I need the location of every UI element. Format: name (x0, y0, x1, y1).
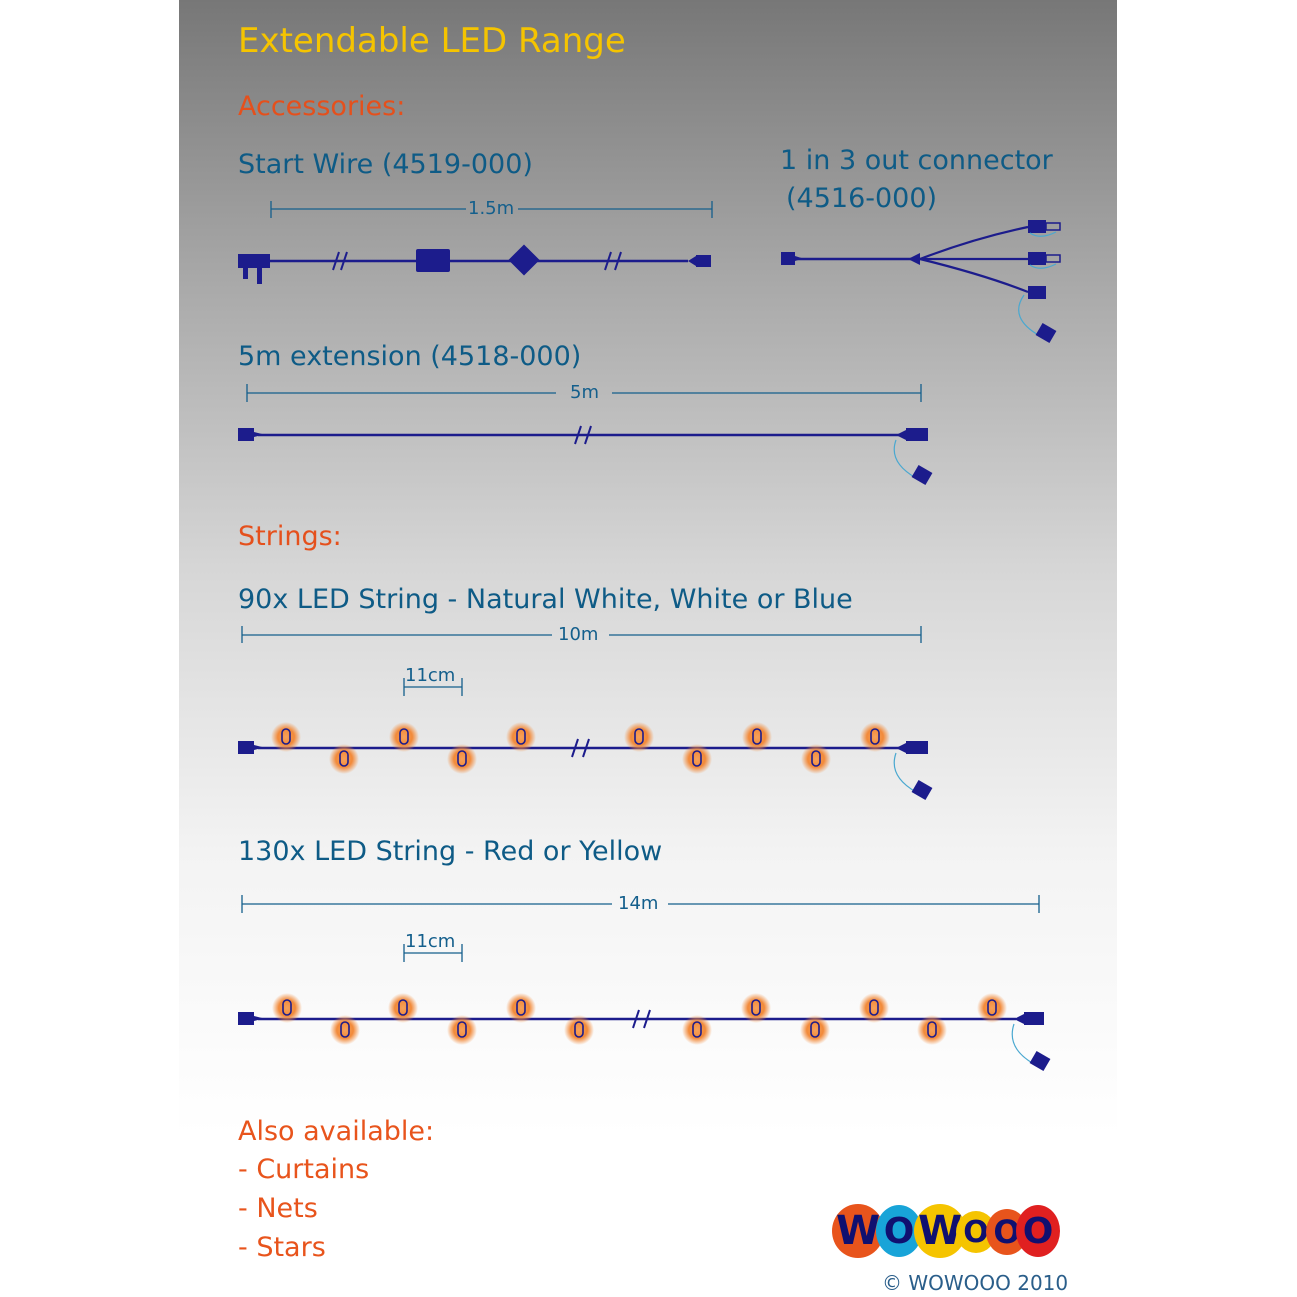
background-panel (179, 0, 1117, 1135)
logo-letter: O (876, 1205, 922, 1257)
output-socket-icon (1028, 220, 1061, 299)
logo-letter: W (832, 1204, 884, 1258)
end-cap-icon (1035, 322, 1057, 344)
led-bulb (388, 993, 418, 1023)
connector-name-line2: (4516-000) (786, 183, 938, 214)
led-bulb (564, 1015, 594, 1045)
controller-diamond (508, 244, 540, 276)
start-wire-length: 1.5m (468, 198, 515, 219)
led-bulb (860, 722, 890, 752)
string-90-spacing: 11cm (405, 665, 456, 686)
led-bulb (682, 1015, 712, 1045)
led-bulb (800, 1015, 830, 1045)
led-bulb (506, 722, 536, 752)
led-bulb (801, 744, 831, 774)
start-wire-dimension (270, 201, 713, 218)
start-wire (238, 244, 711, 284)
also-available-heading: Also available: (238, 1116, 435, 1147)
end-cap-icon (1029, 1050, 1051, 1072)
led-bulb (329, 744, 359, 774)
extension-length: 5m (570, 382, 599, 403)
led-bulb (624, 722, 654, 752)
led-bulb (506, 993, 536, 1023)
string-130 (238, 993, 1051, 1072)
string-130-dimension (241, 895, 1040, 962)
led-bulbs (271, 722, 890, 774)
led-bulb (272, 993, 302, 1023)
copyright-text: © WOWOOO 2010 (882, 1271, 1069, 1295)
cable-break-mark (332, 251, 348, 271)
string-90 (238, 722, 933, 801)
page-title: Extendable LED Range (238, 21, 626, 61)
string-130-length: 14m (618, 893, 659, 914)
extension-dimension (246, 384, 922, 402)
also-available-item: - Stars (238, 1232, 326, 1263)
end-cap-icon (911, 464, 933, 486)
extension-cable (238, 425, 933, 486)
led-bulb (330, 1015, 360, 1045)
led-bulb (447, 744, 477, 774)
string-90-dimension (241, 626, 922, 696)
string-90-length: 10m (558, 624, 599, 645)
led-bulb (389, 722, 419, 752)
led-bulb (917, 1015, 947, 1045)
string-90-name: 90x LED String - Natural White, White or… (238, 584, 853, 615)
start-wire-name: Start Wire (4519-000) (238, 149, 533, 180)
connector-name-line1: 1 in 3 out connector (780, 145, 1053, 176)
led-bulb (742, 722, 772, 752)
connector-diagram (781, 220, 1061, 344)
led-bulb (859, 993, 889, 1023)
logo-letter: O (1016, 1205, 1060, 1257)
accessories-heading: Accessories: (238, 91, 406, 122)
led-bulb (447, 1015, 477, 1045)
string-130-name: 130x LED String - Red or Yellow (238, 836, 663, 867)
strings-heading: Strings: (238, 521, 342, 552)
led-bulb (682, 744, 712, 774)
string-130-spacing: 11cm (405, 931, 456, 952)
wowooo-logo: W O W O O O (832, 1204, 1060, 1260)
extension-name: 5m extension (4518-000) (238, 341, 582, 372)
transformer-box (416, 249, 450, 272)
led-bulbs (272, 993, 1007, 1045)
power-plug-icon (238, 254, 270, 284)
cable-break-mark (604, 251, 622, 271)
end-cap-icon (911, 779, 933, 801)
led-bulb (977, 993, 1007, 1023)
also-available-item: - Curtains (238, 1154, 370, 1185)
led-bulb (271, 722, 301, 752)
output-plug-icon (688, 255, 711, 267)
led-bulb (741, 993, 771, 1023)
also-available-item: - Nets (238, 1193, 318, 1224)
